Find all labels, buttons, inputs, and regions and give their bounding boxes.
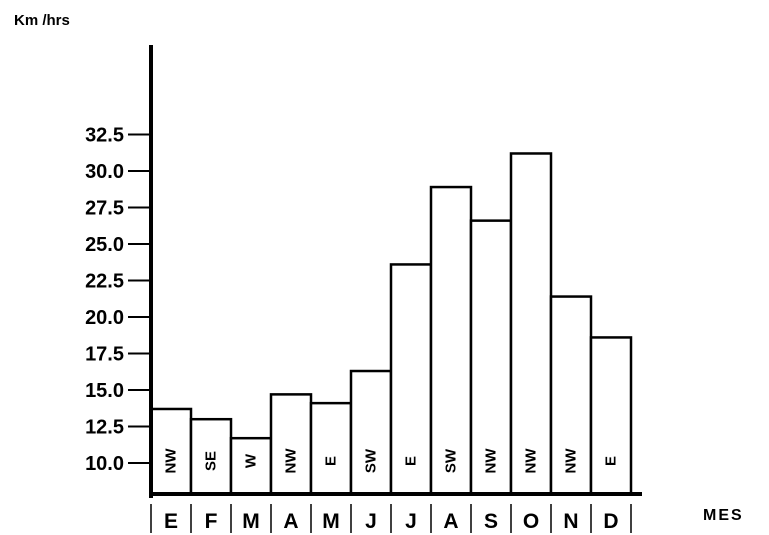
y-ticks: 10.0 12.5 15.0 17.5 20.0 22.5 25.0 27.5 30.0 32.5 [85, 125, 151, 475]
bar-direction-label: NW [523, 448, 540, 474]
bar-direction-label: NW [563, 448, 580, 474]
bar [589, 336, 633, 496]
bar [309, 401, 353, 496]
bar [389, 263, 433, 496]
x-tick-label: O [523, 510, 539, 533]
x-tick-label: S [484, 510, 498, 533]
bar [469, 219, 513, 496]
bar-direction-label: E [403, 456, 420, 466]
y-tick-label: 20.0 [85, 307, 124, 329]
y-axis-label: Km /hrs [14, 12, 70, 29]
y-tick-label: 17.5 [85, 344, 124, 366]
x-tick-label: A [443, 510, 458, 533]
bar-direction-label: NW [163, 448, 180, 474]
bar [189, 417, 233, 496]
bar-direction-label: NW [283, 448, 300, 474]
x-tick-label: F [205, 510, 218, 533]
y-tick-label: 30.0 [85, 161, 124, 183]
x-tick-label: A [283, 510, 298, 533]
x-tick-label: M [322, 510, 340, 533]
bars: NW SE W NW E SW E SW NW NW NW E [149, 152, 633, 496]
x-tick-label: M [242, 510, 260, 533]
y-tick-label: 27.5 [85, 198, 124, 220]
bar-direction-label: W [243, 453, 260, 468]
bar-direction-label: SW [363, 448, 380, 473]
bar-direction-label: NW [483, 448, 500, 474]
bar-direction-label: SW [443, 448, 460, 473]
bar [269, 393, 313, 496]
x-axis-label: MES [703, 507, 744, 524]
bar [429, 185, 473, 496]
bar-direction-label: SE [203, 451, 220, 471]
bar-direction-label: E [603, 456, 620, 466]
x-tick-label: E [164, 510, 178, 533]
bar [509, 152, 553, 496]
x-tick-label: J [405, 510, 417, 533]
y-tick-label: 10.0 [85, 453, 124, 475]
x-tick-label: D [603, 510, 618, 533]
x-tick-label: J [365, 510, 377, 533]
y-tick-label: 25.0 [85, 234, 124, 256]
bar [349, 369, 393, 496]
y-tick-label: 22.5 [85, 271, 124, 293]
y-tick-label: 15.0 [85, 380, 124, 402]
bar-direction-label: E [323, 456, 340, 466]
y-tick-label: 32.5 [85, 125, 124, 147]
bar [549, 295, 593, 496]
x-tick-label: N [563, 510, 578, 533]
y-tick-label: 12.5 [85, 417, 124, 439]
